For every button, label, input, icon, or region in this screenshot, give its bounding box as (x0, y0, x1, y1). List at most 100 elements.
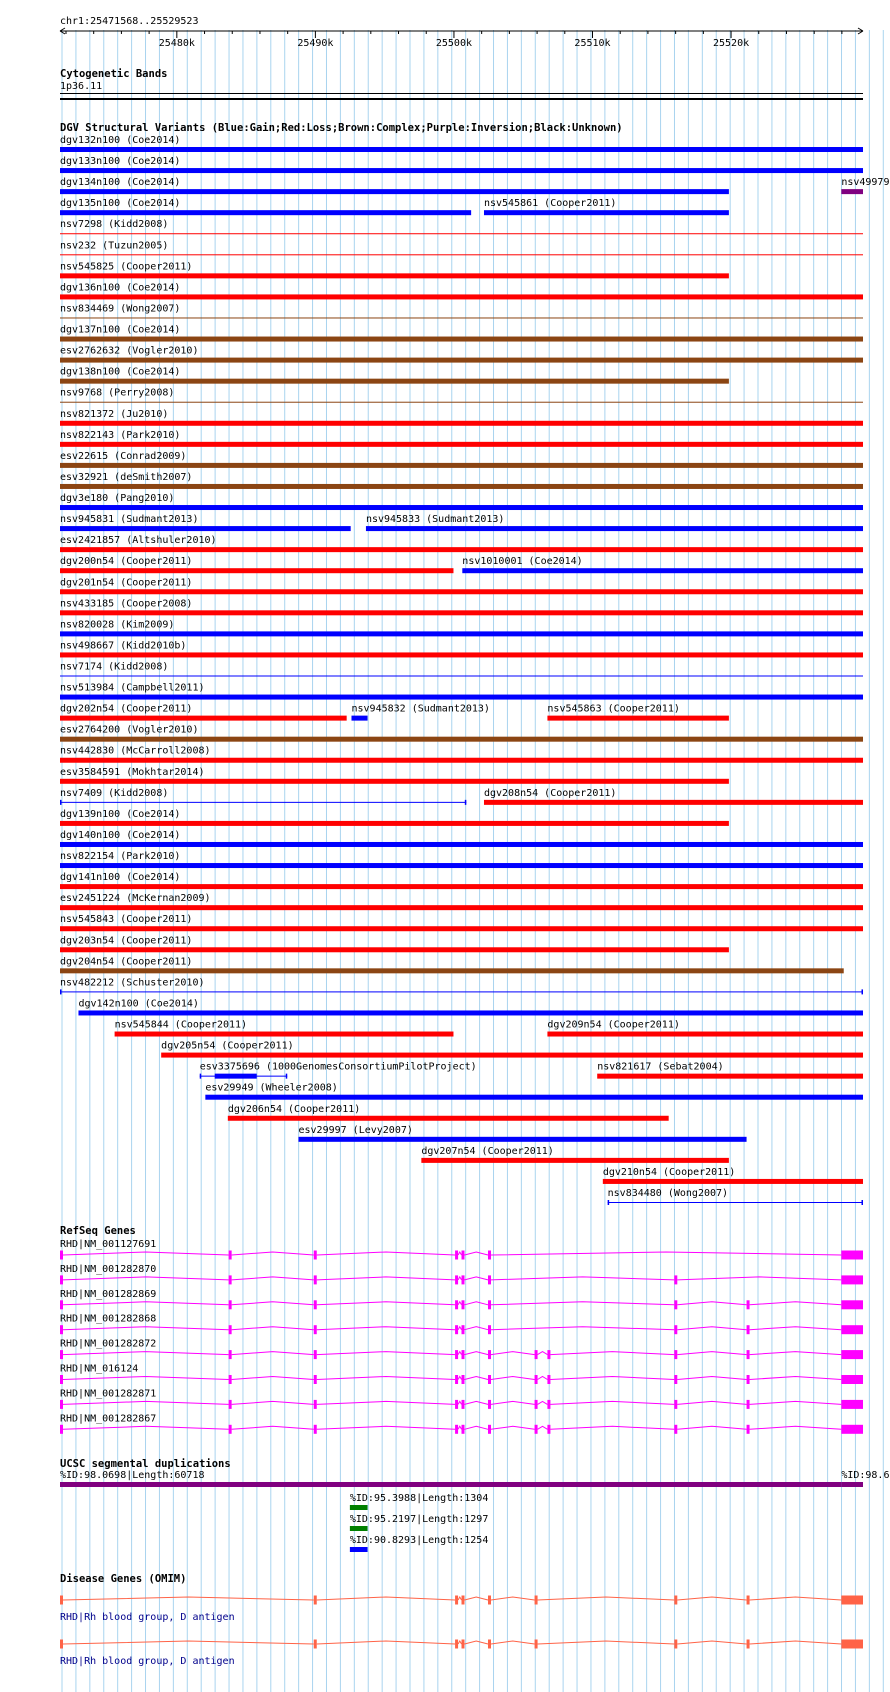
refseq-intron (316, 1301, 456, 1306)
dgv-feature-bar (60, 483, 863, 489)
refseq-exon (487, 1300, 491, 1310)
omim-gene-exon (534, 1595, 538, 1605)
dgv-feature-bar (60, 610, 863, 616)
omim-gene-exon (455, 1639, 459, 1649)
dgv-feature-line (60, 401, 863, 403)
dgv-feature-label: dgv203n54 (Cooper2011) (60, 935, 192, 946)
refseq-intron (537, 1375, 548, 1380)
refseq-intron (62, 1276, 229, 1281)
omim-gene-intron (457, 1595, 462, 1601)
omim-gene-exon (841, 1595, 863, 1605)
refseq-exon (455, 1275, 459, 1285)
dgv-feature-label: esv2762632 (Vogler2010) (60, 346, 198, 357)
dgv-feature-bar (60, 778, 729, 784)
dgv-feature-bar (547, 1031, 863, 1037)
segdup-feature-label: %ID:90.8293|Length:1254 (350, 1535, 488, 1546)
refseq-intron (490, 1351, 535, 1356)
dgv-feature-label: esv3584591 (Mokhtar2014) (60, 767, 205, 778)
dgv-feature-label: nsv545825 (Cooper2011) (60, 261, 192, 272)
ruler-region-label: chr1:25471568..25529523 (60, 16, 198, 27)
refseq-intron (457, 1350, 462, 1355)
refseq-intron (490, 1400, 535, 1405)
dgv-feature-label: esv29997 (Levy2007) (298, 1125, 412, 1136)
omim-gene-intron (316, 1640, 456, 1645)
dgv-feature-label: nsv433185 (Cooper2008) (60, 598, 192, 609)
dgv-feature-label: dgv209n54 (Cooper2011) (547, 1020, 679, 1031)
dgv-feature-bar (227, 1115, 669, 1121)
refseq-intron (490, 1301, 675, 1306)
refseq-exon (746, 1350, 750, 1360)
cytoband-line-top (60, 93, 863, 94)
refseq-exon (228, 1350, 232, 1360)
refseq-exon (313, 1399, 317, 1409)
dgv-feature-label: nsv545861 (Cooper2011) (484, 198, 616, 209)
refseq-exon (60, 1300, 63, 1310)
refseq-intron (231, 1251, 314, 1256)
refseq-exon (746, 1424, 750, 1434)
omim-gene-label: RHD|Rh blood group, D antigen (60, 1656, 235, 1667)
dgv-feature-label: dgv202n54 (Cooper2011) (60, 704, 192, 715)
dgv-feature-bar (60, 863, 863, 869)
dgv-feature-bar (60, 841, 863, 847)
segdup-feature-label: %ID:95.2197|Length:1297 (350, 1514, 488, 1525)
dgv-feature-label: esv2421857 (Altshuler2010) (60, 535, 217, 546)
dgv-feature-label: esv29949 (Wheeler2008) (205, 1083, 337, 1094)
refseq-intron (490, 1425, 535, 1430)
refseq-intron (231, 1351, 314, 1356)
dgv-feature-line (60, 254, 863, 256)
omim-gene-intron (464, 1640, 489, 1645)
refseq-exon (487, 1325, 491, 1335)
refseq-intron (464, 1375, 489, 1380)
ruler-tick-label: 25490k (297, 38, 333, 49)
dgv-feature-label: esv2764200 (Vogler2010) (60, 725, 198, 736)
refseq-exon (534, 1375, 538, 1384)
dgv-feature-bar (60, 273, 729, 279)
refseq-exon (461, 1375, 465, 1384)
refseq-intron (490, 1375, 535, 1380)
dgv-feature-end-tick (861, 989, 863, 995)
dgv-feature-bar (60, 420, 863, 426)
dgv-feature-bar (483, 799, 863, 805)
refseq-intron (677, 1351, 747, 1356)
refseq-intron (749, 1375, 842, 1380)
refseq-exon (461, 1300, 465, 1310)
refseq-intron (550, 1375, 675, 1380)
refseq-features: RHD|NM_001127691 RHD|NM_001282870 RHD|NM_0… (60, 1239, 863, 1434)
dgv-feature-bar (483, 210, 729, 216)
dgv-feature-end-tick (199, 1073, 202, 1079)
dgv-feature-bar (462, 568, 863, 574)
segdup-feature-bar (841, 1482, 863, 1487)
refseq-exon (313, 1350, 317, 1360)
refseq-exon (674, 1375, 678, 1384)
dgv-feature-bar (60, 715, 347, 721)
refseq-intron (550, 1400, 675, 1405)
dgv-feature-bar (161, 1052, 864, 1058)
dgv-feature-bar (60, 820, 729, 826)
omim-gene-exon (487, 1639, 491, 1649)
refseq-exon (841, 1399, 863, 1409)
dgv-feature-bar (78, 1010, 864, 1016)
refseq-intron (749, 1425, 842, 1430)
segdup-feature-bar (349, 1547, 368, 1552)
cytoband-line-bottom (60, 98, 863, 100)
refseq-exon (674, 1350, 678, 1360)
dgv-feature-bar (60, 736, 863, 742)
refseq-exon (746, 1375, 750, 1384)
dgv-feature-line (60, 675, 863, 677)
dgv-feature-label: nsv820028 (Kim2009) (60, 619, 174, 630)
refseq-exon (455, 1250, 459, 1260)
refseq-exon (228, 1399, 232, 1409)
refseq-exon (60, 1375, 63, 1384)
refseq-exon (547, 1375, 551, 1384)
refseq-exon (60, 1424, 63, 1434)
dgv-feature-line (60, 317, 863, 319)
refseq-exon (841, 1300, 863, 1310)
dgv-track-title: DGV Structural Variants (Blue:Gain;Red:L… (60, 122, 623, 134)
refseq-intron (464, 1301, 489, 1306)
refseq-intron (677, 1425, 747, 1430)
refseq-intron (457, 1275, 462, 1281)
dgv-feature-label: dgv208n54 (Cooper2011) (484, 788, 616, 799)
dgv-feature-line (60, 801, 467, 803)
refseq-intron (677, 1400, 747, 1405)
segdup-feature-label: %ID:98.67 (841, 1470, 890, 1481)
